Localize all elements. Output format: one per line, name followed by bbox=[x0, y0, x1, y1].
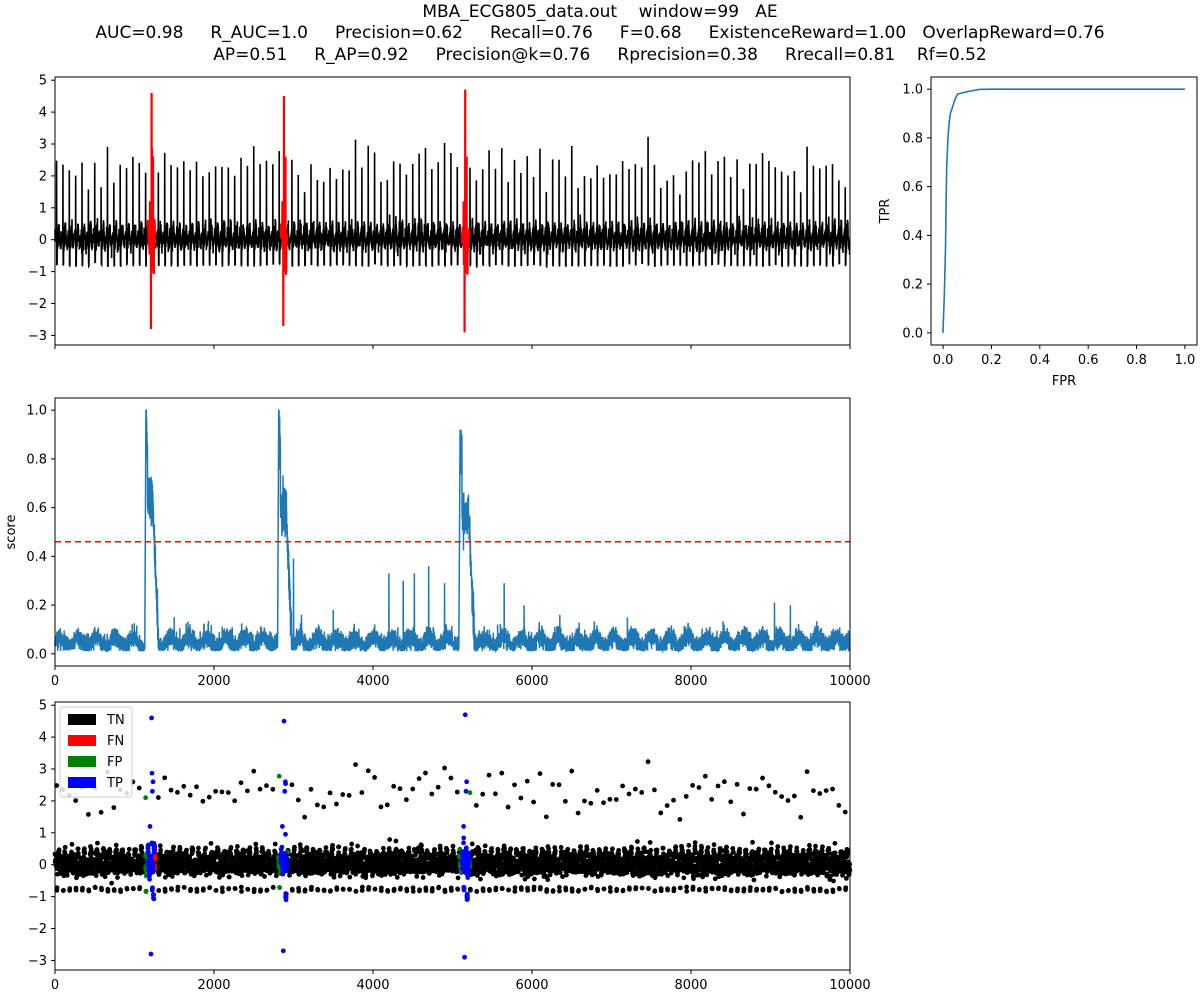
score-xtick-label: 8000 bbox=[674, 674, 707, 689]
signal-ytick-label: 1 bbox=[39, 201, 47, 216]
classification-ytick-label: 5 bbox=[39, 699, 47, 714]
signal-ytick-label: −3 bbox=[28, 329, 47, 344]
legend-label-fn: FN bbox=[107, 734, 124, 749]
tp-points bbox=[145, 712, 472, 960]
legend: TN FN FP TP bbox=[59, 706, 133, 798]
score-xtick-label: 10000 bbox=[829, 674, 870, 689]
classification-xtick-label: 0 bbox=[51, 978, 59, 993]
classification-ytick-label: 3 bbox=[39, 763, 47, 778]
classification-panel: −3 −2 −1 0 1 2 3 4 5 0 2000 4000 6000 8000 10000 TN FN FP… bbox=[28, 699, 871, 993]
roc-panel-frame bbox=[930, 76, 1198, 346]
score-ytick-label: 0.8 bbox=[26, 452, 47, 467]
classification-ytick-label: 2 bbox=[39, 794, 47, 809]
signal-ytick-label: 2 bbox=[39, 169, 47, 184]
score-line bbox=[54, 409, 851, 654]
legend-box bbox=[59, 706, 133, 798]
score-ytick-label: 0.4 bbox=[26, 550, 47, 565]
anomaly-segment-2 bbox=[279, 96, 289, 326]
signal-panel-frame bbox=[54, 76, 851, 346]
classification-xtick-label: 6000 bbox=[515, 978, 548, 993]
legend-swatch-tp bbox=[68, 777, 96, 788]
roc-xlabel: FPR bbox=[1052, 374, 1076, 389]
roc-xtick-label: 0.2 bbox=[981, 353, 1002, 368]
classification-ytick-label: 1 bbox=[39, 826, 47, 841]
legend-label-tp: TP bbox=[106, 776, 123, 791]
signal-ytick-label: 4 bbox=[39, 106, 47, 121]
classification-ytick-label: −3 bbox=[28, 954, 47, 969]
chart-title-line-1: MBA_ECG805_data.out window=99 AE bbox=[422, 2, 778, 22]
classification-ytick-label: 0 bbox=[39, 858, 47, 873]
signal-ytick-label: −1 bbox=[28, 265, 47, 280]
legend-label-tn: TN bbox=[106, 713, 125, 728]
roc-xtick-label: 0.8 bbox=[1126, 353, 1147, 368]
roc-curve bbox=[942, 88, 1185, 333]
roc-xtick-label: 1.0 bbox=[1175, 353, 1196, 368]
roc-xtick-label: 0.4 bbox=[1029, 353, 1050, 368]
score-ytick-label: 0.6 bbox=[26, 501, 47, 516]
score-ytick-label: 1.0 bbox=[26, 404, 47, 419]
score-ytick-label: 0.2 bbox=[26, 599, 47, 614]
score-panel-frame bbox=[54, 397, 851, 667]
legend-swatch-fn bbox=[68, 735, 96, 746]
classification-xtick-label: 4000 bbox=[356, 978, 389, 993]
signal-ytick-label: 0 bbox=[39, 233, 47, 248]
signal-ytick-label: 3 bbox=[39, 138, 47, 153]
ecg-signal-line bbox=[54, 89, 851, 333]
roc-ytick-label: 0.8 bbox=[902, 131, 923, 146]
classification-ytick-label: −2 bbox=[28, 922, 47, 937]
classification-ytick-label: −1 bbox=[28, 890, 47, 905]
roc-ytick-label: 0.2 bbox=[902, 278, 923, 293]
classification-panel-frame bbox=[54, 701, 851, 971]
classification-xtick-label: 8000 bbox=[674, 978, 707, 993]
score-xtick-label: 2000 bbox=[197, 674, 230, 689]
roc-ytick-label: 0.0 bbox=[902, 326, 923, 341]
signal-ytick-label: −2 bbox=[28, 297, 47, 312]
score-xtick-label: 6000 bbox=[515, 674, 548, 689]
score-xtick-label: 0 bbox=[51, 674, 59, 689]
roc-xtick-label: 0.0 bbox=[933, 353, 954, 368]
signal-ytick-label: 5 bbox=[39, 74, 47, 89]
classification-ytick-label: 4 bbox=[39, 731, 47, 746]
signal-panel: −3 −2 −1 0 1 2 3 4 5 bbox=[28, 74, 851, 349]
anomaly-segment-3 bbox=[460, 89, 471, 333]
score-xtick-label: 4000 bbox=[356, 674, 389, 689]
legend-swatch-tn bbox=[68, 714, 96, 725]
classification-xtick-label: 10000 bbox=[829, 978, 870, 993]
score-ylabel: score bbox=[4, 515, 19, 550]
chart-title-line-3: AP=0.51 R_AP=0.92 Precision@k=0.76 Rprec… bbox=[213, 45, 987, 65]
legend-swatch-fp bbox=[68, 756, 96, 767]
roc-ylabel: TPR bbox=[878, 199, 893, 225]
roc-ytick-label: 0.4 bbox=[902, 229, 923, 244]
roc-panel: 0.0 0.2 0.4 0.6 0.8 1.0 0.0 0.2 0.4 0.6 0.8 1.0 FPR T… bbox=[878, 76, 1198, 389]
roc-xtick-label: 0.6 bbox=[1078, 353, 1099, 368]
roc-ytick-label: 0.6 bbox=[902, 180, 923, 195]
score-panel: 0.0 0.2 0.4 0.6 0.8 1.0 0 2000 4000 6000 8000 10000… bbox=[4, 397, 871, 689]
chart-title-line-2: AUC=0.98 R_AUC=1.0 Precision=0.62 Recall… bbox=[95, 23, 1105, 43]
score-ytick-label: 0.0 bbox=[26, 647, 47, 662]
classification-xtick-label: 2000 bbox=[197, 978, 230, 993]
anomaly-segment-1 bbox=[146, 92, 157, 330]
tn-points bbox=[52, 759, 853, 895]
roc-ytick-label: 1.0 bbox=[902, 83, 923, 98]
legend-label-fp: FP bbox=[107, 755, 122, 770]
